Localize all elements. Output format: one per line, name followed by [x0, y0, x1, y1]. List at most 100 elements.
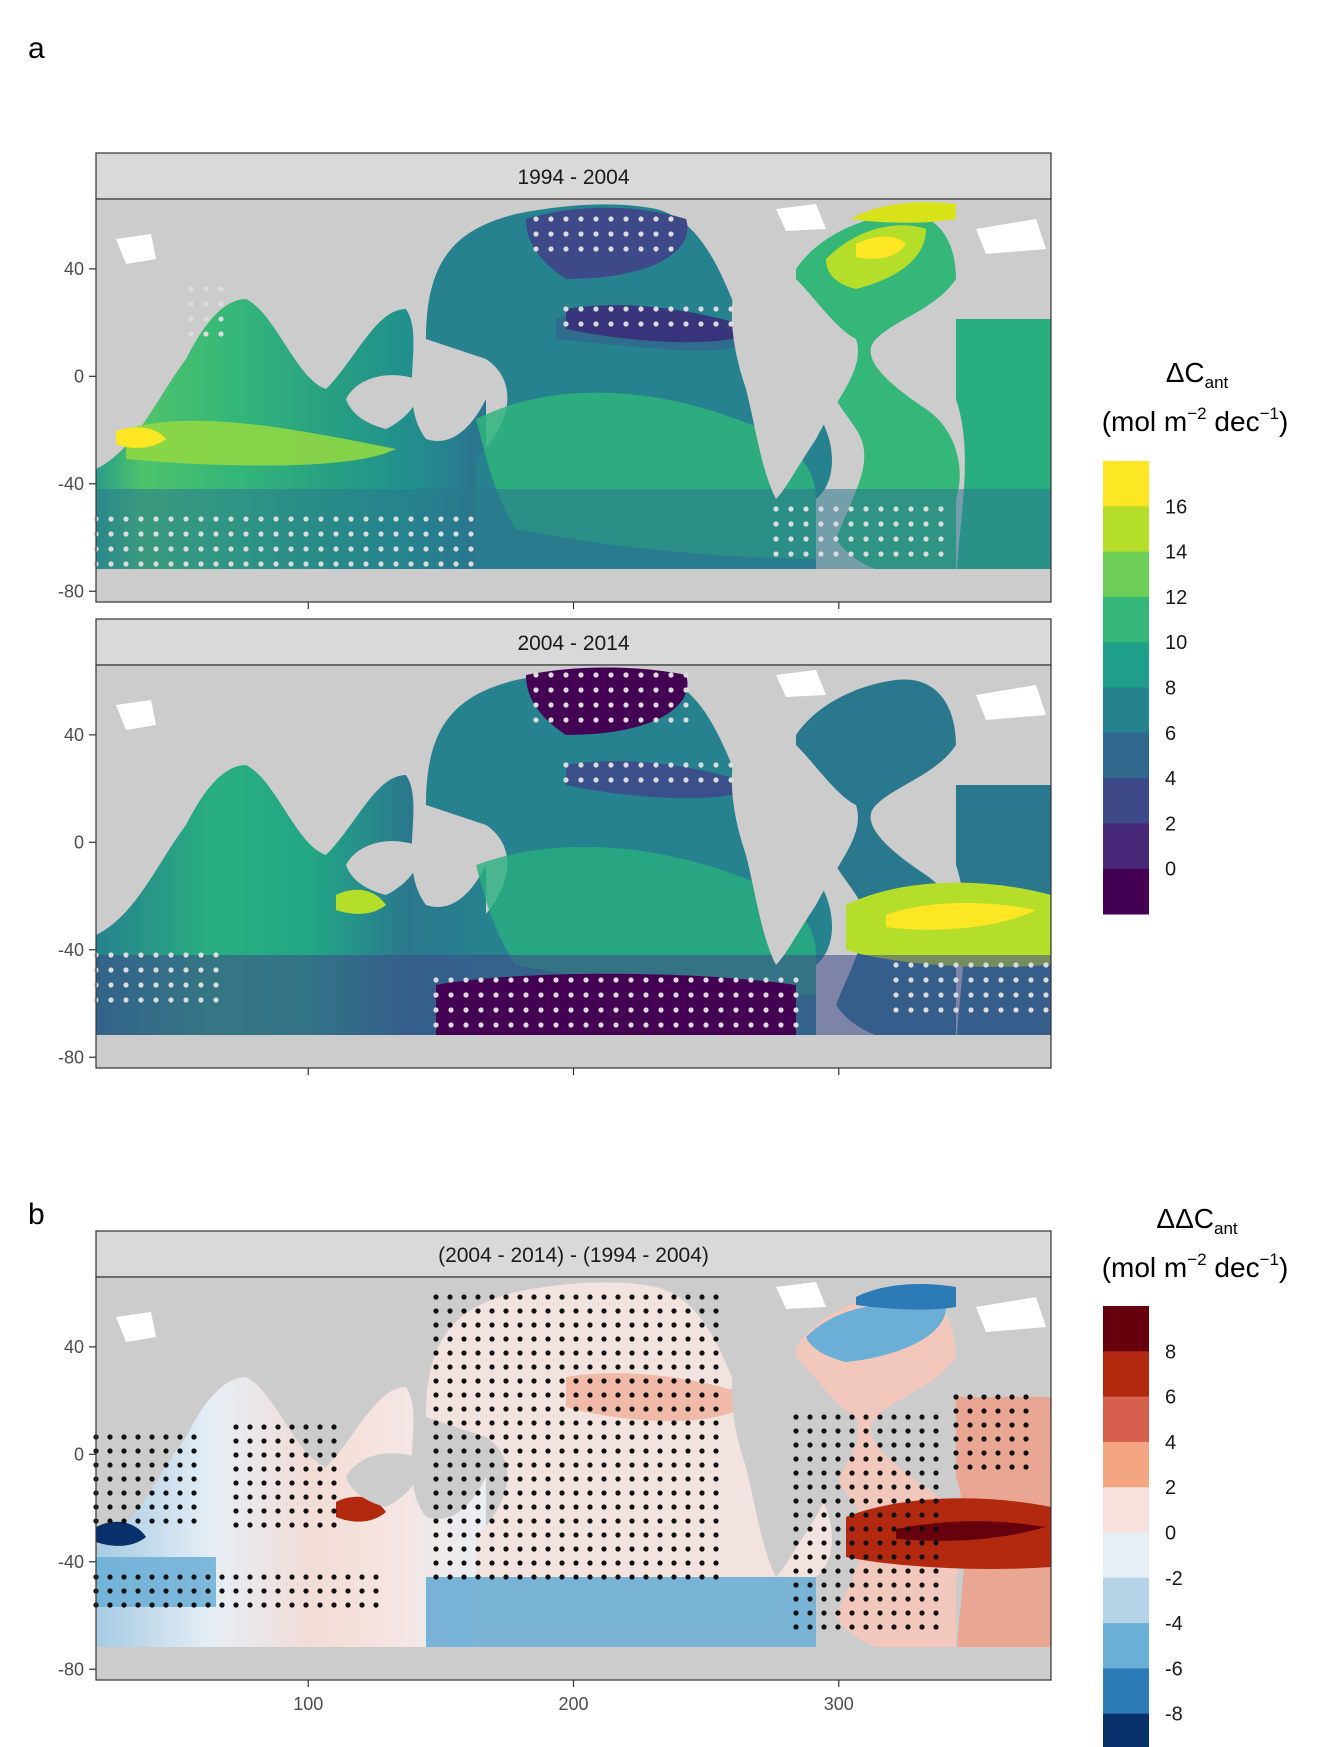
- significance-dot: [905, 1540, 911, 1546]
- significance-dot: [303, 1522, 309, 1528]
- significance-dot: [699, 1322, 705, 1328]
- significance-dot: [863, 1624, 869, 1630]
- significance-dot: [878, 536, 884, 542]
- significance-dot: [149, 1518, 155, 1524]
- colorbar-b: 8 6 4 2 0 -2 -4 -6 -8: [1103, 1306, 1183, 1747]
- significance-dot: [318, 546, 324, 552]
- significance-dot: [608, 672, 614, 678]
- significance-dot: [877, 1428, 883, 1434]
- significance-dot: [863, 1526, 869, 1532]
- significance-dot: [821, 1554, 827, 1560]
- significance-dot: [545, 1294, 551, 1300]
- significance-dot: [447, 1490, 453, 1496]
- significance-dot: [548, 687, 554, 693]
- significance-dot: [578, 717, 584, 723]
- significance-dot: [818, 551, 824, 557]
- significance-dot: [489, 1364, 495, 1370]
- significance-dot: [123, 516, 129, 522]
- significance-dot: [601, 1350, 607, 1356]
- significance-dot: [303, 1508, 309, 1514]
- significance-dot: [807, 1470, 813, 1476]
- significance-dot: [153, 516, 159, 522]
- significance-dot: [685, 1574, 691, 1580]
- significance-dot: [671, 1504, 677, 1510]
- significance-dot: [668, 702, 674, 708]
- significance-dot: [438, 561, 444, 567]
- significance-dot: [331, 1452, 337, 1458]
- significance-dot: [168, 546, 174, 552]
- significance-dot: [447, 1448, 453, 1454]
- significance-dot: [463, 1022, 469, 1028]
- significance-dot: [559, 1448, 565, 1454]
- significance-dot: [623, 306, 629, 312]
- significance-dot: [615, 1532, 621, 1538]
- significance-dot: [713, 1350, 719, 1356]
- significance-dot: [275, 1522, 281, 1528]
- significance-dot: [331, 1424, 337, 1430]
- significance-dot: [623, 687, 629, 693]
- significance-dot: [247, 1438, 253, 1444]
- significance-dot: [593, 762, 599, 768]
- significance-dot: [643, 1308, 649, 1314]
- significance-dot: [503, 1336, 509, 1342]
- significance-dot: [793, 1022, 799, 1028]
- significance-dot: [475, 1420, 481, 1426]
- significance-dot: [673, 1022, 679, 1028]
- significance-dot: [433, 1350, 439, 1356]
- significance-dot: [713, 1462, 719, 1468]
- significance-dot: [108, 997, 114, 1003]
- significance-dot: [317, 1424, 323, 1430]
- legend-unit-text: ): [1279, 406, 1288, 437]
- significance-dot: [821, 1442, 827, 1448]
- significance-dot: [508, 1022, 514, 1028]
- significance-dot: [573, 1378, 579, 1384]
- significance-dot: [658, 992, 664, 998]
- significance-dot: [598, 977, 604, 983]
- significance-dot: [643, 977, 649, 983]
- significance-dot: [878, 521, 884, 527]
- significance-dot: [638, 717, 644, 723]
- significance-dot: [923, 977, 929, 983]
- significance-dot: [668, 246, 674, 252]
- significance-dot: [288, 516, 294, 522]
- significance-dot: [623, 216, 629, 222]
- significance-dot: [919, 1442, 925, 1448]
- significance-dot: [807, 1498, 813, 1504]
- significance-dot: [673, 1007, 679, 1013]
- significance-dot: [728, 762, 734, 768]
- significance-dot: [503, 1322, 509, 1328]
- significance-dot: [833, 536, 839, 542]
- significance-dot: [373, 1574, 379, 1580]
- significance-dot: [108, 952, 114, 958]
- significance-dot: [378, 546, 384, 552]
- significance-dot: [587, 1518, 593, 1524]
- significance-dot: [983, 992, 989, 998]
- significance-dot: [671, 1294, 677, 1300]
- significance-dot: [517, 1378, 523, 1384]
- significance-dot: [563, 717, 569, 723]
- legend-title-main: ΔC: [1166, 357, 1205, 388]
- significance-dot: [671, 1434, 677, 1440]
- significance-dot: [788, 521, 794, 527]
- significance-dot: [629, 1574, 635, 1580]
- significance-dot: [533, 246, 539, 252]
- significance-dot: [848, 506, 854, 512]
- significance-dot: [317, 1522, 323, 1528]
- significance-dot: [793, 1498, 799, 1504]
- significance-dot: [303, 1588, 309, 1594]
- significance-dot: [153, 952, 159, 958]
- significance-dot: [333, 561, 339, 567]
- colorbar-swatch: [1103, 1487, 1149, 1533]
- significance-dot: [807, 1414, 813, 1420]
- significance-dot: [463, 977, 469, 983]
- significance-dot: [995, 1464, 1001, 1470]
- significance-dot: [849, 1596, 855, 1602]
- facet-difference: (2004 - 2014) - (1994 - 2004): [93, 1230, 1052, 1681]
- significance-dot: [318, 516, 324, 522]
- significance-dot: [573, 1322, 579, 1328]
- significance-dots: [93, 1294, 1029, 1630]
- significance-dot: [953, 1408, 959, 1414]
- significance-dot: [503, 1308, 509, 1314]
- significance-dot: [373, 1602, 379, 1608]
- significance-dot: [233, 1588, 239, 1594]
